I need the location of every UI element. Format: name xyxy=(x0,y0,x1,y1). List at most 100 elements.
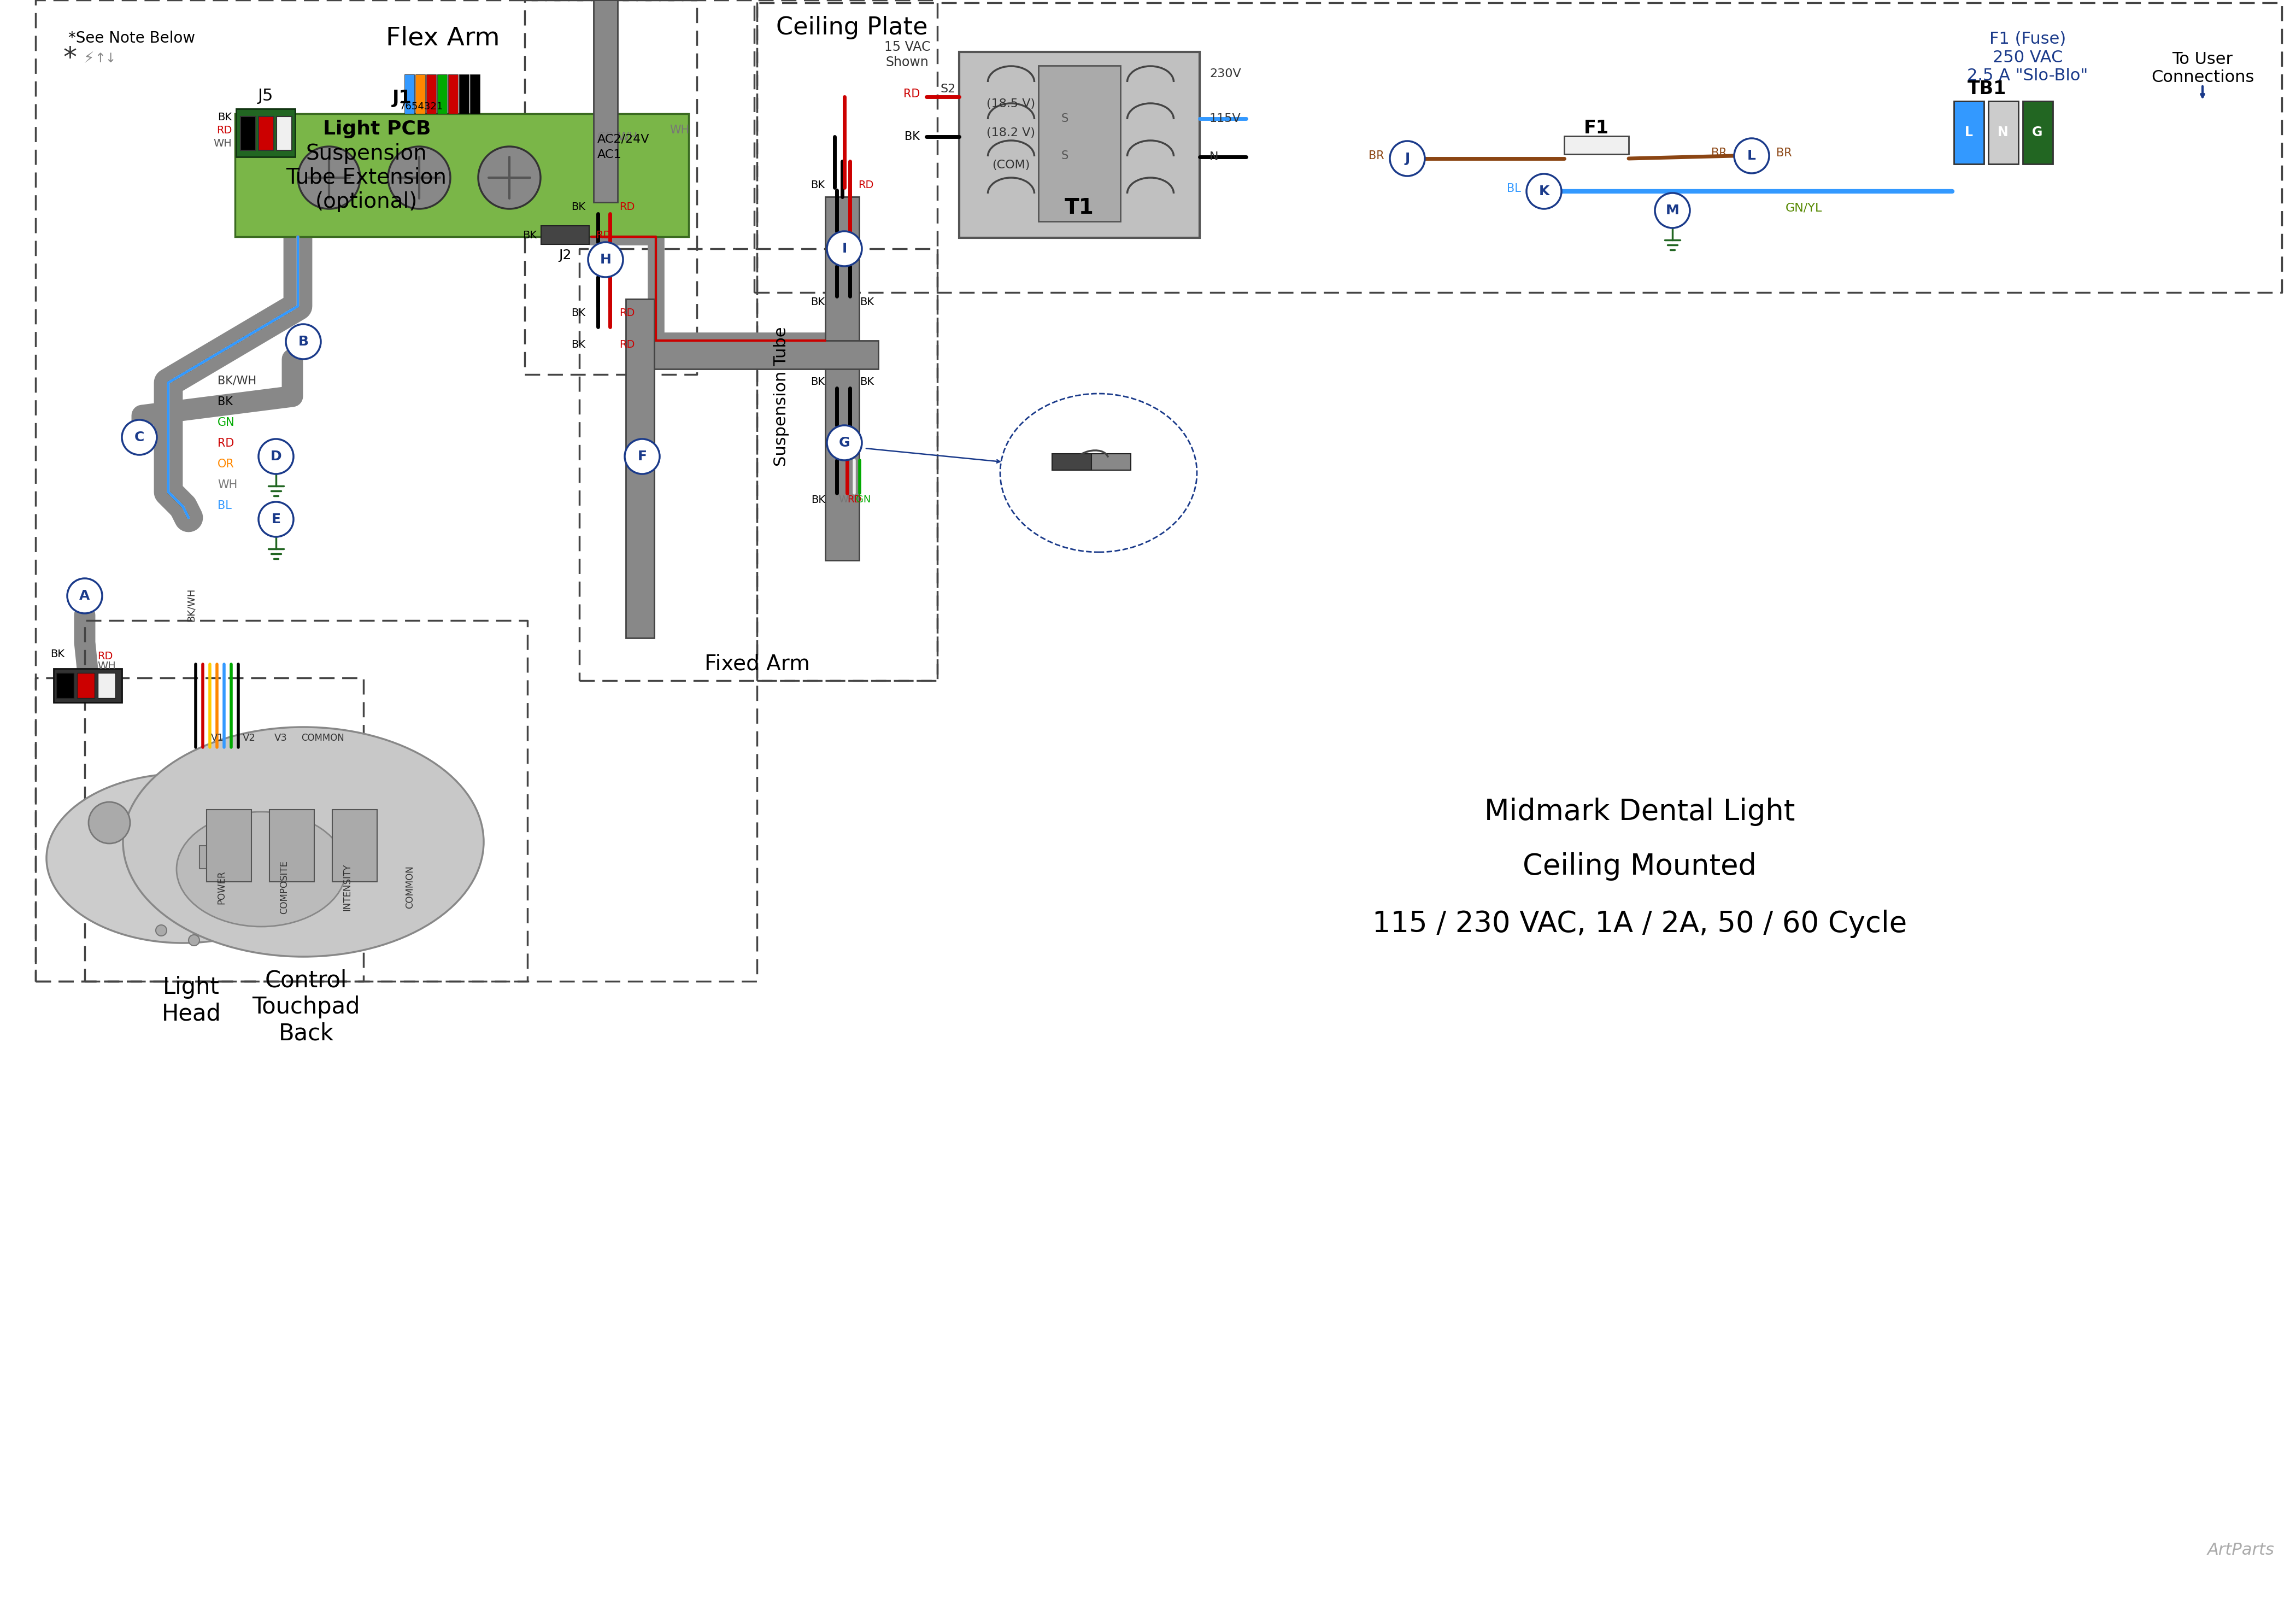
Text: S2: S2 xyxy=(941,83,955,94)
Text: COMPOSITE: COMPOSITE xyxy=(280,860,289,915)
Bar xyxy=(436,74,448,114)
Text: BL: BL xyxy=(1506,184,1520,193)
Text: WH: WH xyxy=(96,662,115,672)
Text: H: H xyxy=(599,253,611,265)
Bar xyxy=(1564,136,1628,154)
Text: L: L xyxy=(1965,126,1972,139)
Bar xyxy=(78,673,94,699)
Text: GN/YL: GN/YL xyxy=(1786,201,1823,213)
Text: COMMON: COMMON xyxy=(404,865,416,908)
Text: E: E xyxy=(271,513,280,526)
Bar xyxy=(404,74,413,114)
Text: WH: WH xyxy=(670,125,689,136)
Text: N: N xyxy=(1998,126,2009,139)
Text: D: D xyxy=(271,449,282,464)
Text: S: S xyxy=(1061,150,1068,161)
Text: T1: T1 xyxy=(1065,197,1095,217)
Text: TB1: TB1 xyxy=(1968,80,2007,98)
Bar xyxy=(200,846,234,868)
Bar xyxy=(2023,101,2053,165)
Text: GN: GN xyxy=(218,417,234,429)
Circle shape xyxy=(388,147,450,209)
Text: AC1: AC1 xyxy=(597,149,622,160)
Text: GR: GR xyxy=(597,131,613,142)
Text: BK: BK xyxy=(810,376,824,387)
Text: RD: RD xyxy=(620,339,634,350)
Circle shape xyxy=(156,924,168,935)
Text: C: C xyxy=(135,430,145,445)
Bar xyxy=(1038,66,1120,221)
Bar xyxy=(960,51,1199,238)
Bar xyxy=(241,117,255,150)
Text: BK: BK xyxy=(572,201,585,211)
Text: BK/WH: BK/WH xyxy=(186,588,195,622)
Circle shape xyxy=(67,579,103,614)
Text: BK: BK xyxy=(859,296,875,307)
Circle shape xyxy=(827,425,861,461)
Text: BR: BR xyxy=(1711,147,1727,158)
Text: A: A xyxy=(80,590,90,603)
Text: RD: RD xyxy=(902,88,921,99)
Bar xyxy=(99,673,115,699)
Circle shape xyxy=(478,147,540,209)
Text: BK: BK xyxy=(572,307,585,318)
Text: L: L xyxy=(1747,149,1756,163)
Text: BK: BK xyxy=(51,649,64,659)
Bar xyxy=(427,74,436,114)
Text: RD: RD xyxy=(218,438,234,449)
Text: OR: OR xyxy=(218,459,234,470)
Text: J5: J5 xyxy=(257,88,273,104)
Text: To User
Connections: To User Connections xyxy=(2151,51,2255,85)
Bar xyxy=(207,809,250,881)
Text: BK: BK xyxy=(523,230,537,240)
Text: 230V: 230V xyxy=(1210,69,1242,80)
Text: WH: WH xyxy=(618,131,638,142)
Text: *See Note Below: *See Note Below xyxy=(69,30,195,46)
Bar xyxy=(269,809,315,881)
Text: G: G xyxy=(2032,126,2043,139)
Circle shape xyxy=(1655,193,1690,229)
Circle shape xyxy=(259,440,294,473)
Text: RD: RD xyxy=(620,201,634,211)
Text: Suspension Tube: Suspension Tube xyxy=(774,326,790,467)
Text: RD: RD xyxy=(859,179,872,190)
Text: BK: BK xyxy=(810,179,824,190)
Circle shape xyxy=(1389,141,1426,176)
Text: INTENSITY: INTENSITY xyxy=(342,863,351,911)
Text: 115 / 230 VAC, 1A / 2A, 50 / 60 Cycle: 115 / 230 VAC, 1A / 2A, 50 / 60 Cycle xyxy=(1373,910,1908,939)
Bar xyxy=(459,74,468,114)
Bar xyxy=(236,109,296,157)
Circle shape xyxy=(90,803,131,844)
Circle shape xyxy=(1733,138,1770,173)
Bar xyxy=(333,809,377,881)
Bar xyxy=(259,117,273,150)
Text: M: M xyxy=(1665,205,1678,217)
Bar xyxy=(276,117,292,150)
Text: (COM): (COM) xyxy=(992,160,1031,171)
Text: G: G xyxy=(838,437,850,449)
Text: Ceiling Plate: Ceiling Plate xyxy=(776,16,928,38)
Text: GN: GN xyxy=(856,494,870,505)
Bar xyxy=(1052,454,1091,470)
Text: COMMON: COMMON xyxy=(301,732,344,744)
Text: J1: J1 xyxy=(393,90,411,107)
Text: RD: RD xyxy=(847,494,861,505)
Circle shape xyxy=(188,935,200,945)
Text: F: F xyxy=(638,449,647,464)
Text: 15 VAC
Shown: 15 VAC Shown xyxy=(884,40,930,69)
Text: BK: BK xyxy=(572,339,585,350)
Text: BK: BK xyxy=(218,397,232,408)
Circle shape xyxy=(625,440,659,473)
Bar xyxy=(1954,101,1984,165)
Text: WH: WH xyxy=(838,494,856,505)
Bar xyxy=(824,197,859,560)
Text: Flex Arm: Flex Arm xyxy=(386,26,501,51)
Text: F1: F1 xyxy=(1584,120,1609,138)
Text: Ceiling Mounted: Ceiling Mounted xyxy=(1522,852,1756,881)
Ellipse shape xyxy=(124,728,484,956)
Text: BR: BR xyxy=(1777,147,1791,158)
Ellipse shape xyxy=(177,812,347,926)
Bar xyxy=(595,0,618,201)
Text: BK: BK xyxy=(859,376,875,387)
Text: AC2/24V: AC2/24V xyxy=(597,134,650,146)
